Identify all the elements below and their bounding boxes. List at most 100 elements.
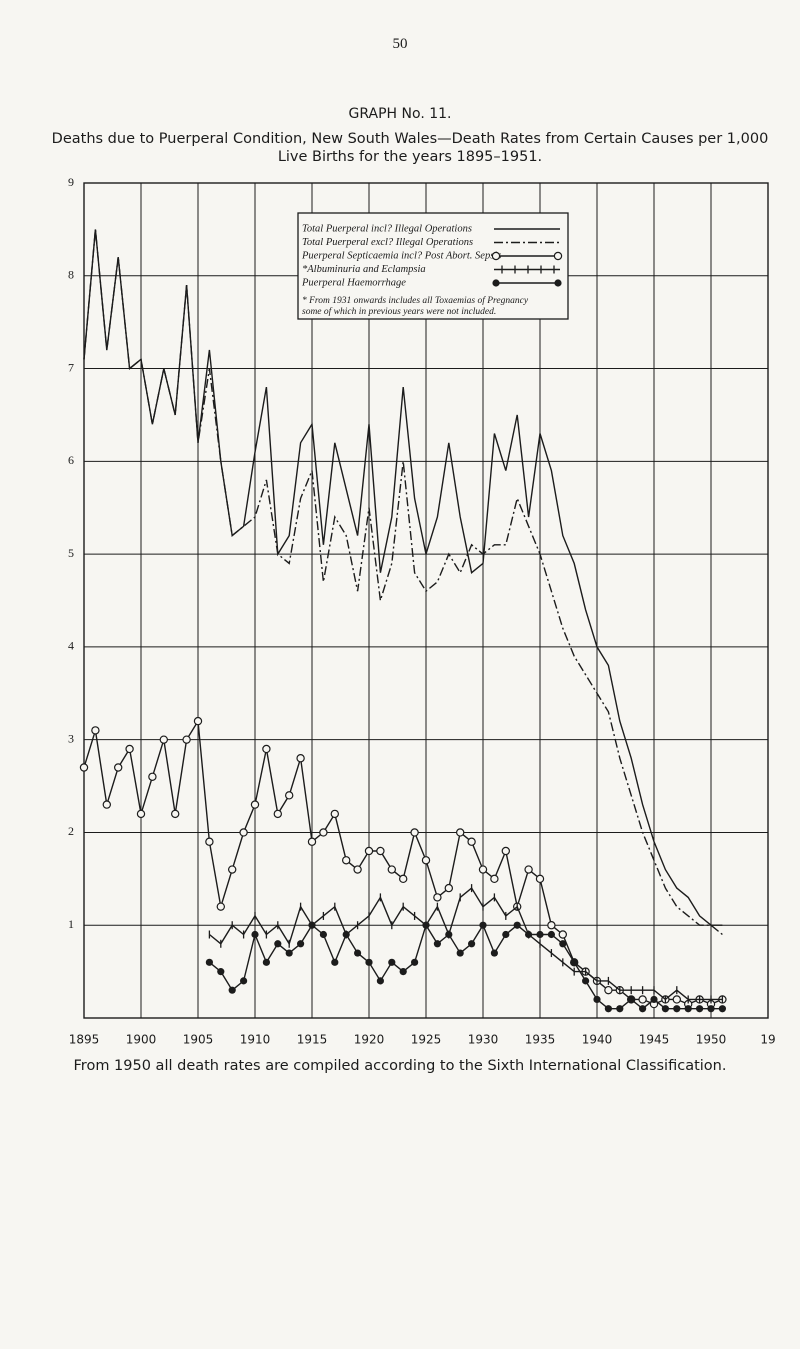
point [593,995,601,1004]
series-line [208,923,723,1010]
point [638,995,647,1004]
point [262,958,270,966]
point [502,930,510,939]
point [297,940,305,948]
x-tick-label: 1910 [240,1033,271,1047]
point [228,986,236,994]
point [673,1005,681,1013]
point [182,735,191,744]
legend-label: Total Puerperal incl? Illegal Operations [302,223,472,234]
point [672,995,682,1004]
point [205,837,214,846]
x-tick-label: 1945 [639,1033,670,1047]
x-tick-label: 1895 [69,1033,100,1047]
point [250,800,260,809]
point [308,921,316,929]
point [365,958,373,966]
point [285,791,294,800]
point [319,828,328,837]
legend-note: * From 1931 onwards includes all Toxaemi… [302,295,529,306]
y-tick-label: 7 [68,360,74,374]
point [553,251,563,261]
point [251,930,259,939]
point [604,985,613,995]
point [239,828,248,837]
point [102,800,112,809]
point [273,809,282,819]
point [661,1005,670,1013]
point [445,930,453,939]
point [376,977,384,985]
point [399,968,407,976]
point [148,772,157,781]
point [421,856,431,865]
y-tick-label: 5 [68,546,74,560]
point [285,949,293,957]
point [501,846,510,856]
point [468,940,476,948]
point [387,865,396,874]
point [205,958,213,966]
point [535,874,545,884]
chart-title: Deaths due to Puerperal Condition, New S… [51,131,769,165]
point [240,977,248,985]
point [536,930,544,939]
point [478,865,488,874]
point [491,251,501,261]
point [399,874,408,884]
point [479,921,487,929]
series-line [83,229,723,936]
y-tick-label: 2 [68,824,74,838]
y-tick-label: 9 [68,175,74,189]
point [696,1005,704,1013]
x-tick-label: 1905 [183,1033,214,1047]
point [170,809,180,819]
legend-label: Puerperal Septicaemia incl? Post Abort. … [301,250,501,261]
point [422,921,430,929]
point [525,930,533,939]
point [354,949,362,957]
series-line [83,718,723,1005]
x-tick-label: 1935 [525,1033,556,1047]
graph-label: GRAPH No. 11. [348,106,452,122]
point [296,754,305,763]
point [554,279,562,287]
point [490,874,499,884]
point [193,716,203,726]
y-tick-label: 8 [68,268,74,282]
x-tick-label: 1900 [126,1033,157,1047]
point [319,930,327,939]
point [353,865,362,874]
point [262,744,271,754]
point [547,921,556,930]
point [467,837,476,846]
point [376,846,385,856]
point [524,865,533,874]
point [342,930,350,939]
point [217,968,225,976]
point [216,902,225,911]
x-tick-label: 1925 [411,1033,442,1047]
point [616,1005,624,1013]
point [639,1005,647,1013]
point [604,1005,613,1013]
footnote: From 1950 all death rates are compiled a… [73,1058,727,1074]
point [136,809,146,819]
point [388,958,396,966]
point [91,726,100,735]
point [274,940,282,948]
point [707,1005,715,1013]
point [79,763,89,772]
legend-note: some of which in previous years were not… [302,306,496,317]
legend-label: Total Puerperal excl? Illegal Operations [302,237,473,248]
y-tick-label: 4 [68,639,74,653]
point [570,958,578,966]
point [627,995,635,1004]
point [159,735,168,744]
point [456,828,465,837]
x-tick-label: 19 [760,1033,775,1047]
point [125,744,134,754]
point [456,949,464,957]
